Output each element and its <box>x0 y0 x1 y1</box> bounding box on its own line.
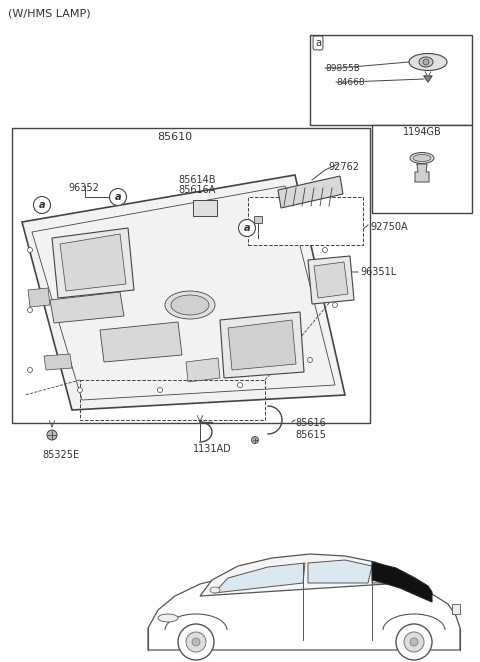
Circle shape <box>47 430 57 440</box>
Text: 1194GB: 1194GB <box>403 127 442 137</box>
Circle shape <box>423 59 429 65</box>
Circle shape <box>308 357 312 363</box>
Polygon shape <box>278 176 343 208</box>
Text: a: a <box>39 200 45 210</box>
Circle shape <box>192 638 200 646</box>
Polygon shape <box>200 554 418 596</box>
Circle shape <box>239 220 255 236</box>
Ellipse shape <box>419 57 433 67</box>
Text: (W/HMS LAMP): (W/HMS LAMP) <box>8 8 91 18</box>
Text: 85614B: 85614B <box>178 175 216 185</box>
Circle shape <box>323 248 327 252</box>
Polygon shape <box>372 566 398 583</box>
Polygon shape <box>228 320 296 370</box>
Ellipse shape <box>210 587 220 593</box>
Text: 85610: 85610 <box>157 132 192 142</box>
Circle shape <box>238 383 242 387</box>
Bar <box>193 200 217 216</box>
Circle shape <box>178 624 214 660</box>
Text: 85616A: 85616A <box>178 185 216 195</box>
Polygon shape <box>52 228 134 298</box>
Polygon shape <box>424 76 432 82</box>
Polygon shape <box>308 560 372 583</box>
Text: 92750A: 92750A <box>370 222 408 232</box>
Polygon shape <box>214 563 305 593</box>
Polygon shape <box>148 572 460 650</box>
Text: 18644F: 18644F <box>264 218 298 227</box>
Polygon shape <box>308 256 354 304</box>
Ellipse shape <box>171 295 209 315</box>
Polygon shape <box>28 288 50 307</box>
Circle shape <box>157 387 163 393</box>
Circle shape <box>333 303 337 308</box>
Circle shape <box>109 189 127 205</box>
Polygon shape <box>220 312 304 378</box>
Text: a: a <box>244 223 250 233</box>
Bar <box>248 197 363 245</box>
Circle shape <box>27 308 33 312</box>
Polygon shape <box>186 358 220 382</box>
Circle shape <box>27 248 33 252</box>
Circle shape <box>252 436 259 444</box>
Polygon shape <box>22 175 345 410</box>
Text: 96352: 96352 <box>68 183 99 193</box>
Ellipse shape <box>413 154 431 162</box>
Text: a: a <box>115 192 121 202</box>
Circle shape <box>34 197 50 214</box>
Bar <box>12 128 370 423</box>
Bar <box>372 125 472 213</box>
Polygon shape <box>60 234 126 291</box>
Text: 85615: 85615 <box>295 430 326 440</box>
Circle shape <box>404 632 424 652</box>
Polygon shape <box>50 292 124 323</box>
Circle shape <box>27 367 33 373</box>
Polygon shape <box>100 322 182 362</box>
Text: 96351L: 96351L <box>360 267 396 277</box>
Polygon shape <box>314 262 348 298</box>
Text: 92762: 92762 <box>328 162 359 172</box>
Text: 89855B: 89855B <box>325 64 360 73</box>
Text: 85616: 85616 <box>295 418 326 428</box>
Text: 84668: 84668 <box>336 77 365 87</box>
Polygon shape <box>372 562 432 602</box>
Circle shape <box>410 638 418 646</box>
Bar <box>254 216 262 223</box>
Ellipse shape <box>165 291 215 319</box>
Text: 85325E: 85325E <box>42 450 79 460</box>
Ellipse shape <box>410 152 434 164</box>
Polygon shape <box>415 164 429 182</box>
Circle shape <box>396 624 432 660</box>
Bar <box>310 35 472 125</box>
Bar <box>452 604 460 614</box>
Text: a: a <box>315 38 321 48</box>
Ellipse shape <box>409 54 447 70</box>
Text: 1131AD: 1131AD <box>192 444 231 454</box>
Polygon shape <box>44 354 72 370</box>
Circle shape <box>77 387 83 393</box>
Circle shape <box>186 632 206 652</box>
Ellipse shape <box>158 614 178 622</box>
